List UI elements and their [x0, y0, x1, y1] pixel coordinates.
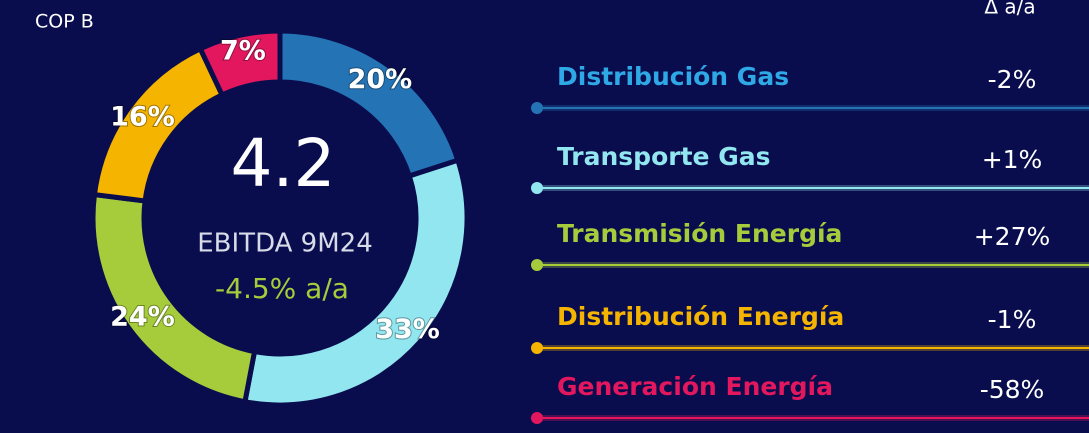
- row-dot: [531, 182, 543, 194]
- segment-label: 16%: [110, 102, 175, 133]
- change-value: +1%: [982, 145, 1043, 174]
- row-dot: [531, 102, 543, 114]
- change-value: -58%: [980, 375, 1045, 404]
- segment-label: 24%: [110, 301, 175, 332]
- change-value: -2%: [988, 65, 1037, 94]
- segment-label: 20%: [348, 64, 413, 95]
- row-dot: [531, 259, 543, 271]
- segment-label: 33%: [375, 314, 440, 345]
- change-value: -1%: [988, 305, 1037, 334]
- donut-segment: [197, 28, 283, 99]
- category-name: Generación Energía: [557, 372, 833, 401]
- center-value: 4.2: [231, 125, 336, 202]
- change-value: +27%: [974, 222, 1051, 251]
- row-dot: [531, 412, 543, 424]
- category-name: Transporte Gas: [557, 142, 770, 171]
- donut-segment: [242, 157, 470, 408]
- row-dot: [531, 342, 543, 354]
- unit-label: COP B: [35, 11, 94, 33]
- change-header: Δ a/a: [984, 0, 1035, 19]
- center-label: EBITDA 9M24: [197, 229, 373, 259]
- category-name: Distribución Energía: [557, 302, 844, 331]
- center-change: -4.5% a/a: [215, 272, 349, 305]
- category-name: Distribución Gas: [557, 62, 789, 91]
- segment-label: 7%: [220, 36, 266, 67]
- category-name: Transmisión Energía: [557, 219, 842, 248]
